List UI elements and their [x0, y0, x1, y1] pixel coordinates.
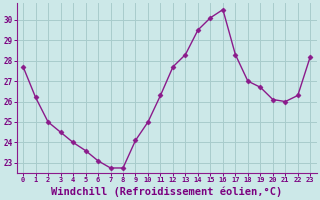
X-axis label: Windchill (Refroidissement éolien,°C): Windchill (Refroidissement éolien,°C)	[51, 186, 282, 197]
